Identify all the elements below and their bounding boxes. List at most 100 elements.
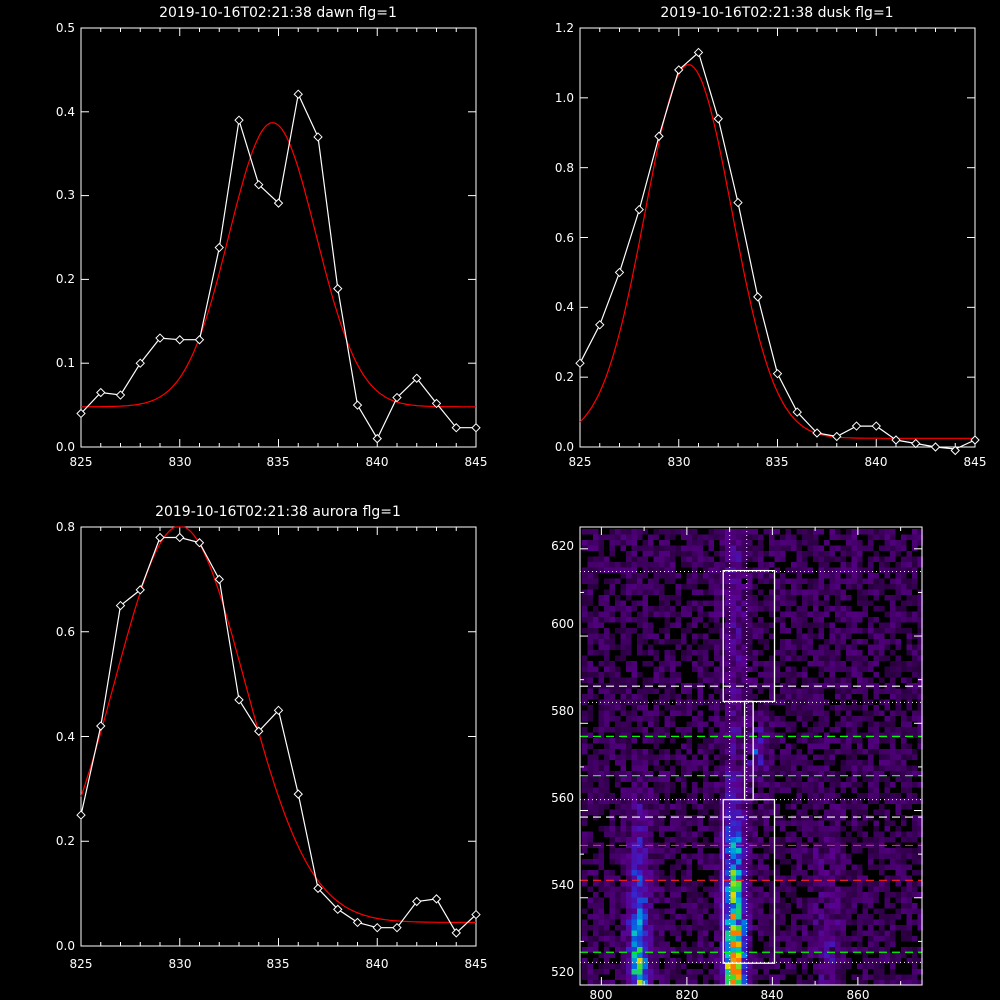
heatmap-cell bbox=[692, 754, 698, 760]
heatmap-cell bbox=[598, 534, 604, 540]
heatmap-cell bbox=[719, 567, 725, 573]
heatmap-cell bbox=[664, 853, 670, 859]
heatmap-cell bbox=[681, 705, 687, 711]
heatmap-cell bbox=[626, 595, 632, 601]
heatmap-cell bbox=[780, 771, 786, 777]
heatmap-cell bbox=[653, 826, 659, 832]
heatmap-cell bbox=[598, 562, 604, 568]
heatmap-cell bbox=[626, 633, 632, 639]
heatmap-cell bbox=[719, 903, 725, 909]
heatmap-cell bbox=[747, 815, 753, 821]
heatmap-cell bbox=[813, 727, 819, 733]
heatmap-cell bbox=[824, 793, 830, 799]
heatmap-cell bbox=[670, 710, 676, 716]
heatmap-cell bbox=[791, 941, 797, 947]
heatmap-cell bbox=[862, 589, 868, 595]
heatmap-cell bbox=[818, 793, 824, 799]
heatmap-cell bbox=[774, 589, 780, 595]
heatmap-cell bbox=[868, 754, 874, 760]
heatmap-cell bbox=[829, 870, 835, 876]
heatmap-cell bbox=[664, 556, 670, 562]
heatmap-cell bbox=[725, 936, 731, 942]
heatmap-cell bbox=[763, 600, 769, 606]
heatmap-cell bbox=[681, 534, 687, 540]
heatmap-cell bbox=[846, 540, 852, 546]
heatmap-cell bbox=[637, 727, 643, 733]
heatmap-cell bbox=[730, 930, 736, 936]
heatmap-cell bbox=[906, 914, 912, 920]
heatmap-cell bbox=[670, 919, 676, 925]
heatmap-cell bbox=[604, 765, 610, 771]
heatmap-cell bbox=[780, 908, 786, 914]
heatmap-cell bbox=[901, 908, 907, 914]
heatmap-cell bbox=[906, 661, 912, 667]
heatmap-cell bbox=[637, 562, 643, 568]
heatmap-cell bbox=[747, 969, 753, 975]
heatmap-cell bbox=[736, 787, 742, 793]
heatmap-cell bbox=[802, 804, 808, 810]
heatmap-cell bbox=[780, 589, 786, 595]
heatmap-cell bbox=[730, 611, 736, 617]
heatmap-cell bbox=[730, 721, 736, 727]
heatmap-cell bbox=[615, 798, 621, 804]
heatmap-cell bbox=[846, 688, 852, 694]
heatmap-cell bbox=[598, 859, 604, 865]
heatmap-cell bbox=[879, 859, 885, 865]
heatmap-cell bbox=[670, 567, 676, 573]
heatmap-cell bbox=[758, 771, 764, 777]
heatmap-cell bbox=[653, 666, 659, 672]
heatmap-cell bbox=[785, 743, 791, 749]
heatmap-cell bbox=[873, 683, 879, 689]
heatmap-cell bbox=[719, 727, 725, 733]
heatmap-cell bbox=[884, 749, 890, 755]
heatmap-cell bbox=[769, 974, 775, 980]
heatmap-cell bbox=[846, 551, 852, 557]
heatmap-cell bbox=[868, 892, 874, 898]
heatmap-cell bbox=[725, 765, 731, 771]
heatmap-cell bbox=[631, 578, 637, 584]
heatmap-cell bbox=[637, 820, 643, 826]
heatmap-cell bbox=[631, 925, 637, 931]
heatmap-cell bbox=[818, 848, 824, 854]
heatmap-cell bbox=[631, 886, 637, 892]
heatmap-cell bbox=[725, 545, 731, 551]
heatmap-cell bbox=[642, 864, 648, 870]
heatmap-cell bbox=[846, 578, 852, 584]
heatmap-cell bbox=[659, 941, 665, 947]
heatmap-cell bbox=[664, 826, 670, 832]
heatmap-cell bbox=[708, 573, 714, 579]
heatmap-cell bbox=[835, 870, 841, 876]
heatmap-cell bbox=[659, 848, 665, 854]
heatmap-cell bbox=[873, 721, 879, 727]
heatmap-cell bbox=[670, 721, 676, 727]
heatmap-cell bbox=[736, 727, 742, 733]
heatmap-cell bbox=[868, 941, 874, 947]
heatmap-cell bbox=[719, 765, 725, 771]
heatmap-cell bbox=[857, 930, 863, 936]
heatmap-cell bbox=[736, 925, 742, 931]
heatmap-cell bbox=[752, 760, 758, 766]
heatmap-cell bbox=[824, 573, 830, 579]
heatmap-cell bbox=[714, 826, 720, 832]
heatmap-cell bbox=[626, 925, 632, 931]
heatmap-cell bbox=[796, 738, 802, 744]
heatmap-cell bbox=[763, 815, 769, 821]
heatmap-cell bbox=[862, 914, 868, 920]
heatmap-cell bbox=[791, 534, 797, 540]
heatmap-cell bbox=[857, 963, 863, 969]
heatmap-cell bbox=[648, 677, 654, 683]
heatmap-cell bbox=[763, 793, 769, 799]
heatmap-cell bbox=[824, 611, 830, 617]
heatmap-cell bbox=[818, 551, 824, 557]
heatmap-cell bbox=[719, 952, 725, 958]
heatmap-cell bbox=[598, 798, 604, 804]
heatmap-cell bbox=[906, 897, 912, 903]
heatmap-cell bbox=[648, 589, 654, 595]
heatmap-cell bbox=[802, 754, 808, 760]
heatmap-cell bbox=[593, 859, 599, 865]
heatmap-cell bbox=[598, 848, 604, 854]
heatmap-cell bbox=[659, 562, 665, 568]
heatmap-cell bbox=[659, 551, 665, 557]
heatmap-cell bbox=[868, 710, 874, 716]
